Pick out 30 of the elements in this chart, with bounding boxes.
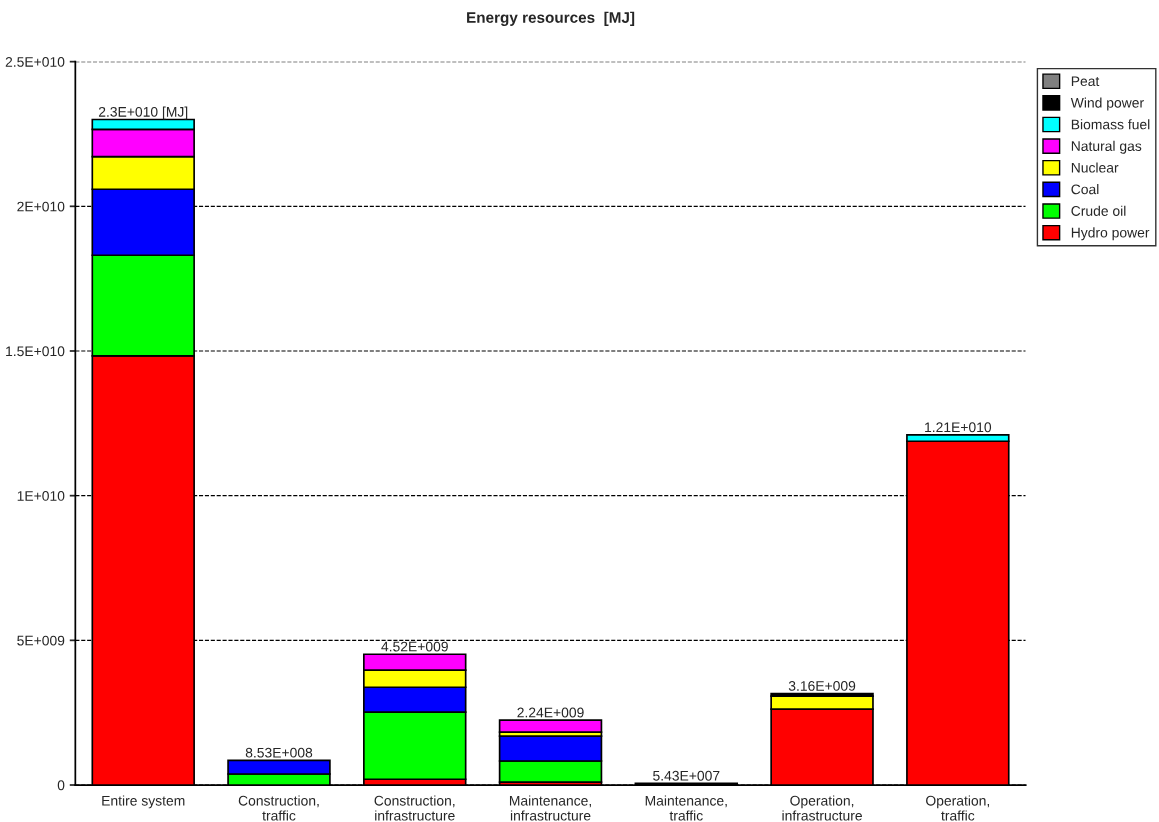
y-tick-label: 5E+009	[17, 635, 65, 646]
y-tick-label: 1.5E+010	[6, 346, 65, 357]
x-tick-label: Construction, traffic	[238, 795, 319, 821]
x-tick-label: Operation, infrastructure	[782, 795, 862, 821]
x-tick-label: Maintenance, infrastructure	[509, 795, 591, 821]
x-tick-label: Entire system	[102, 795, 185, 809]
legend-label: Coal	[1071, 184, 1099, 195]
legend-label: Wind power	[1070, 97, 1144, 111]
x-tick-label: Construction, infrastructure	[374, 795, 455, 821]
legend-label: Crude oil	[1071, 205, 1126, 216]
total-label: 2.3E+010 [MJ]	[98, 106, 188, 120]
x-tick-label: Operation, traffic	[926, 795, 990, 821]
y-tick-label: 2E+010	[17, 201, 65, 212]
bar	[498, 719, 603, 733]
total-label: 5.43E+007	[653, 770, 720, 781]
x-tick-label: Maintenance, traffic	[645, 795, 727, 821]
total-label: 3.16E+009	[788, 681, 856, 691]
total-label: 4.52E+009	[381, 641, 448, 652]
total-label: 1.21E+010	[925, 422, 992, 433]
total-label: 2.24E+009	[517, 707, 584, 718]
legend-label: Biomass fuel	[1071, 119, 1150, 130]
y-tick-label: 2.5E+010	[5, 56, 65, 67]
legend-label: Hydro power	[1071, 227, 1150, 241]
y-tick-label: 0	[57, 780, 65, 791]
legend-label: Natural gas	[1071, 140, 1142, 154]
legend-label: Peat	[1071, 76, 1100, 87]
chart-title: Energy resources [MJ]	[467, 11, 635, 26]
y-tick-label: 1E+010	[17, 491, 65, 501]
total-label: 8.53E+008	[245, 747, 313, 758]
legend-label: Nuclear	[1071, 162, 1119, 173]
